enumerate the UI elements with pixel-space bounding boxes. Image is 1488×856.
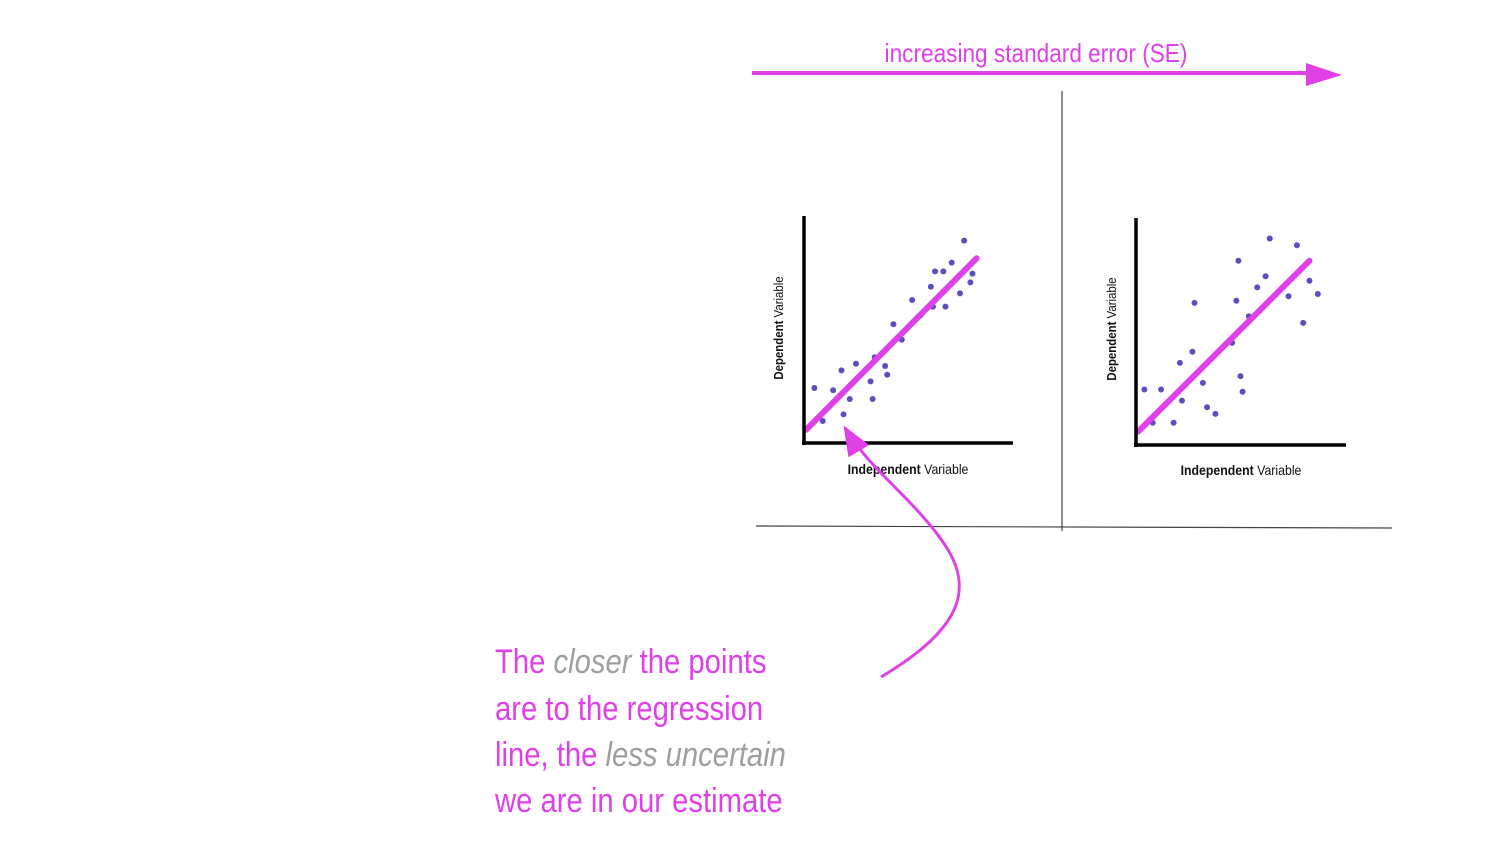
caption-text: line, the xyxy=(495,736,606,774)
data-points xyxy=(1141,235,1321,426)
regression-line xyxy=(1135,257,1313,435)
y-axis-label: Dependent Variable xyxy=(771,276,786,380)
pointer-curve xyxy=(843,425,961,679)
data-point xyxy=(853,360,859,367)
caption-emphasis: closer xyxy=(553,643,632,681)
x-label-rest: Variable xyxy=(1254,462,1302,478)
y-label-bold: Dependent xyxy=(771,321,786,380)
caption-text: the points xyxy=(631,643,767,681)
y-label-rest: Variable xyxy=(771,276,786,320)
caption-line-3: line, the less uncertain xyxy=(495,732,786,778)
data-point xyxy=(909,297,916,303)
y-label-rest: Variable xyxy=(1104,277,1119,321)
data-point xyxy=(1262,273,1269,280)
data-point xyxy=(1237,373,1244,380)
data-point xyxy=(961,237,968,244)
data-point xyxy=(927,283,934,290)
data-point xyxy=(1176,359,1183,366)
x-axis-label: Independent Variable xyxy=(1181,462,1302,478)
arrowhead-icon xyxy=(1306,63,1342,86)
data-point xyxy=(1212,410,1219,417)
x-label-rest: Variable xyxy=(921,461,969,477)
data-point xyxy=(957,290,963,297)
data-point xyxy=(1300,319,1307,326)
caption-text: are to the regression xyxy=(495,690,764,728)
data-point xyxy=(1158,386,1165,393)
data-point xyxy=(1189,348,1196,355)
data-point xyxy=(1293,242,1300,249)
y-label-bold: Dependent xyxy=(1104,322,1119,381)
panel-divider-horizontal xyxy=(755,525,1393,529)
data-point xyxy=(867,378,874,385)
data-point xyxy=(1141,386,1148,393)
scatter-chart-low-se: Independent Variable Dependent Variable xyxy=(771,216,1013,477)
data-point xyxy=(1204,404,1211,411)
arrow-label: increasing standard error (SE) xyxy=(885,40,1188,69)
data-point xyxy=(1199,379,1206,386)
data-point xyxy=(1191,299,1198,306)
data-point xyxy=(969,270,976,277)
data-point xyxy=(940,268,947,275)
data-point xyxy=(942,303,949,310)
caption-line-2: are to the regression xyxy=(495,686,763,732)
se-arrow xyxy=(752,63,1342,86)
data-point xyxy=(967,279,974,286)
data-point xyxy=(1285,293,1292,300)
data-point xyxy=(869,396,876,402)
caption-line-4: we are in our estimate xyxy=(495,778,783,824)
data-point xyxy=(948,259,955,266)
data-point xyxy=(1266,235,1273,242)
data-point xyxy=(1170,419,1177,426)
data-point xyxy=(819,418,826,424)
data-point xyxy=(1235,257,1242,264)
data-point xyxy=(1314,291,1321,298)
caption-emphasis: less uncertain xyxy=(605,736,786,774)
scatter-chart-high-se: Independent Variable Dependent Variable xyxy=(1104,218,1346,478)
x-axis-label: Independent Variable xyxy=(848,461,969,477)
data-point xyxy=(1239,388,1246,395)
data-point xyxy=(882,363,889,369)
data-point xyxy=(1254,284,1261,291)
x-label-bold: Independent xyxy=(848,461,922,477)
data-point xyxy=(846,396,853,402)
data-point xyxy=(890,321,897,328)
data-point xyxy=(840,411,847,418)
caption-line-1: The closer the points xyxy=(495,639,766,685)
data-point xyxy=(1178,397,1185,404)
data-point xyxy=(1233,297,1240,304)
data-point xyxy=(1306,277,1313,284)
x-label-bold: Independent xyxy=(1181,462,1255,478)
data-point xyxy=(838,367,845,374)
data-point xyxy=(884,371,891,378)
data-point xyxy=(830,387,837,394)
regression-line xyxy=(803,255,980,433)
data-point xyxy=(811,385,818,391)
y-axis-label: Dependent Variable xyxy=(1104,277,1119,381)
caption-text: we are in our estimate xyxy=(495,782,783,820)
data-point xyxy=(932,268,939,275)
caption-text: The xyxy=(495,643,554,681)
